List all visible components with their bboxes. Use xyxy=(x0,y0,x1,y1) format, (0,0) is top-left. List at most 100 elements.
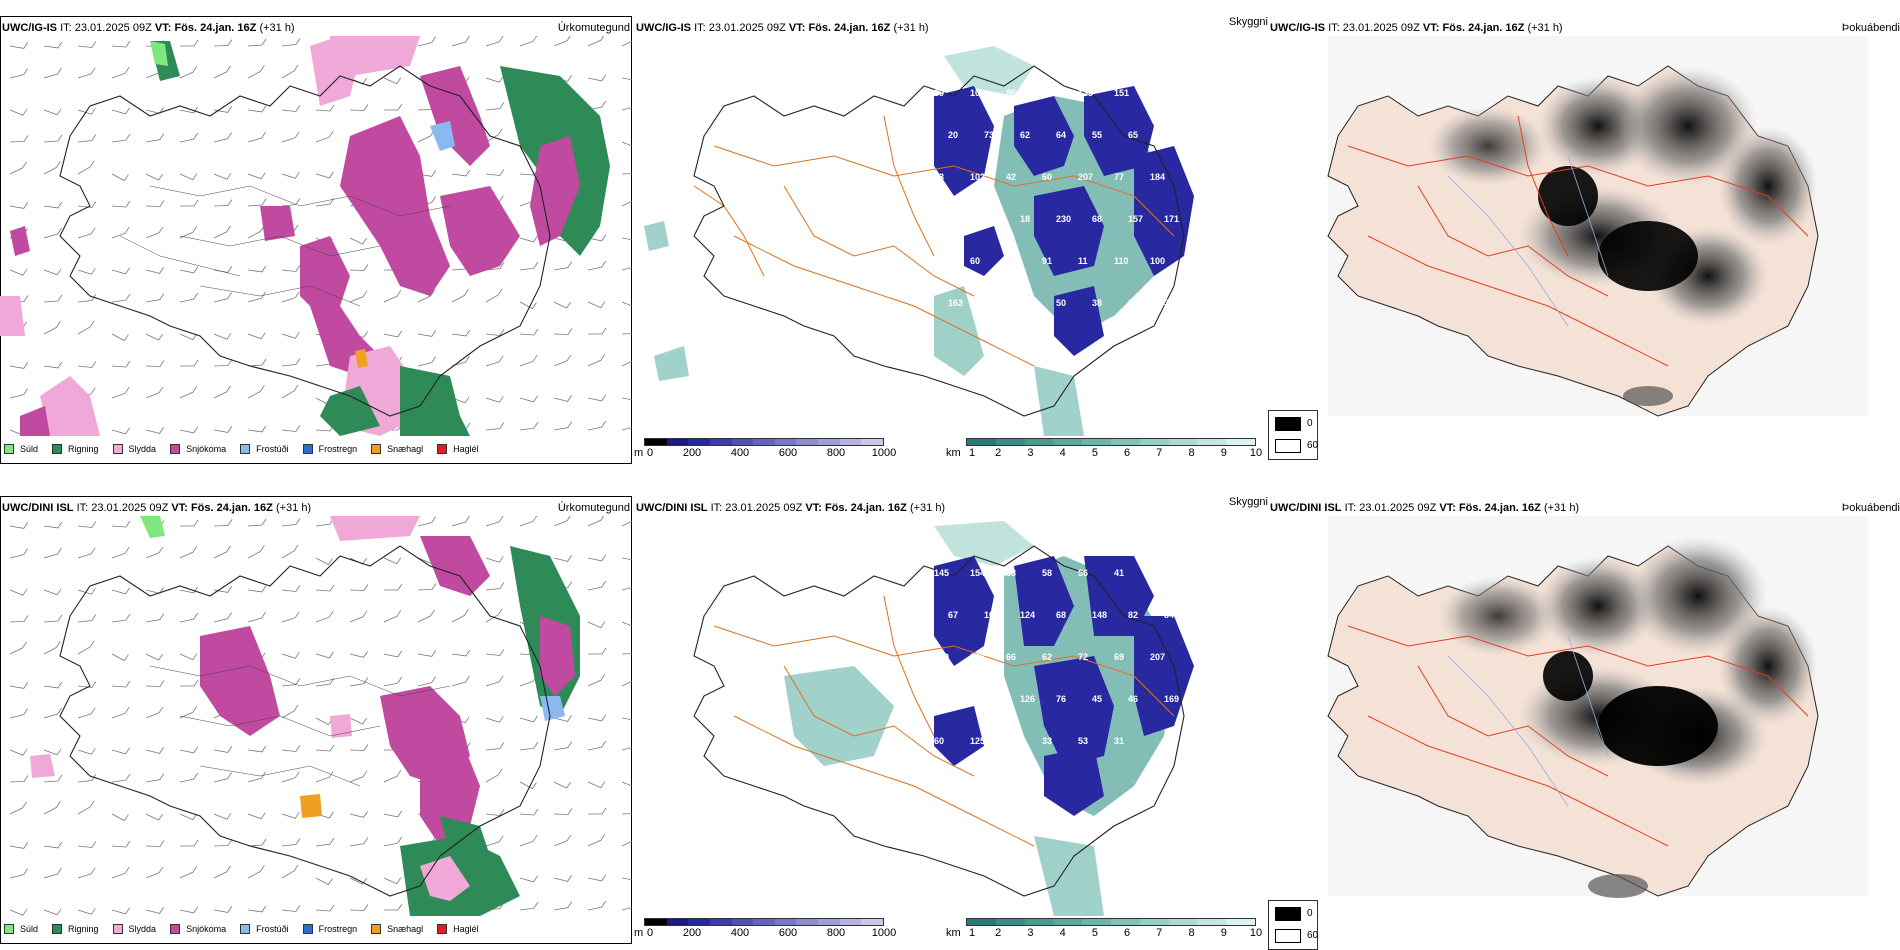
ceiling-label: 76 xyxy=(1056,694,1066,704)
ceiling-label: 184 xyxy=(1150,172,1165,182)
ceiling-label: 53 xyxy=(1078,736,1088,746)
ceiling-label: 76 xyxy=(1042,88,1052,98)
visibility-colorbar: km 1 2 3 4 5 6 7 8 9 10 xyxy=(946,438,1262,462)
legend-label: Frostregn xyxy=(318,924,358,934)
ceiling-label: 69 xyxy=(1164,130,1174,140)
legend-item: Frostúði xyxy=(240,444,289,454)
panel-title: UWC/DINI ISL IT: 23.01.2025 09Z VT: Fös.… xyxy=(636,502,945,514)
colorbar-strip xyxy=(966,918,1256,926)
panel-name: Skyggni xyxy=(1228,496,1268,508)
legend-swatch xyxy=(437,924,448,934)
colorbar-tick: 600 xyxy=(778,447,798,459)
ceiling-label: 64 xyxy=(1056,130,1066,140)
row-ig-is: UWC/IG-IS IT: 23.01.2025 09Z VT: Fös. 24… xyxy=(0,0,1900,470)
panel-title: UWC/IG-IS IT: 23.01.2025 09Z VT: Fös. 24… xyxy=(636,22,929,34)
fog-legend-black xyxy=(1275,417,1301,431)
model-name: UWC/DINI ISL xyxy=(636,502,708,514)
precip-map xyxy=(0,36,632,436)
precip-areas xyxy=(30,516,580,916)
precip-type-panel: UWC/IG-IS IT: 23.01.2025 09Z VT: Fös. 24… xyxy=(0,0,634,470)
vt-label: VT: xyxy=(788,22,806,34)
lead-time: (+31 h) xyxy=(909,502,946,514)
ceiling-label: 60 xyxy=(970,256,980,266)
panel-name: Úrkomutegund xyxy=(557,502,630,514)
ceiling-label: 148 xyxy=(1092,610,1107,620)
legend-label: Rigning xyxy=(68,924,99,934)
iceland-outline xyxy=(59,545,551,897)
colorbar-tick: 200 xyxy=(682,447,702,459)
colorbar-unit: m xyxy=(634,927,644,939)
colorbar-tick: 1000 xyxy=(871,927,897,939)
vt-value: Fös. 24.jan. 16Z xyxy=(824,502,907,514)
legend-item: Rigning xyxy=(52,924,99,934)
ceiling-colorbar: m 0 200 400 600 800 1000 xyxy=(634,438,896,462)
lead-time: (+31 h) xyxy=(1543,502,1580,514)
colorbar-tick: 600 xyxy=(778,927,798,939)
iceland-outline xyxy=(693,65,1185,417)
lead-time: (+31 h) xyxy=(259,22,295,34)
ceiling-areas xyxy=(934,86,1194,356)
colorbar-tick: 4 xyxy=(1059,927,1066,939)
ceiling-label: 42 xyxy=(1006,172,1016,182)
vt-value: Fös. 24.jan. 16Z xyxy=(174,22,257,34)
panel-title: UWC/IG-IS IT: 23.01.2025 09Z VT: Fös. 24… xyxy=(1270,22,1563,34)
model-name: UWC/DINI ISL xyxy=(2,502,74,514)
colorbar-tick: 400 xyxy=(730,447,750,459)
it-label: IT: xyxy=(60,22,72,34)
ceiling-label: 132 xyxy=(984,214,999,224)
colorbar-tick: 8 xyxy=(1188,927,1195,939)
legend-swatch xyxy=(240,444,251,454)
ceiling-label: 207 xyxy=(1150,652,1165,662)
ceiling-label: 100 xyxy=(1150,256,1165,266)
rivers xyxy=(1447,635,1609,807)
model-name: UWC/IG-IS xyxy=(2,22,57,34)
ceiling-label: 169 xyxy=(934,652,949,662)
ceiling-label: 207 xyxy=(1078,172,1093,182)
colorbar-unit: m xyxy=(634,447,644,459)
ceiling-colorbar: m 0 200 400 600 800 1000 xyxy=(634,918,896,942)
ceiling-label: 33 xyxy=(1164,298,1174,308)
colorbar-tick: 3 xyxy=(1027,927,1034,939)
it-value: 23.01.2025 09Z xyxy=(1342,22,1420,34)
lead-time: (+31 h) xyxy=(893,22,929,34)
legend-item: Frostregn xyxy=(302,444,357,454)
visibility-map: 145 154 68 58 56 41 77 67 102 124 68 148 82 34 169 298 6… xyxy=(693,521,1194,916)
ceiling-label: 125 xyxy=(970,736,985,746)
roads xyxy=(713,595,1175,847)
ceiling-label: 41 xyxy=(1114,568,1124,578)
ceiling-label: 217 xyxy=(934,256,949,266)
ceiling-label: 60 xyxy=(934,736,944,746)
legend-label: Slydda xyxy=(128,924,157,934)
colorbar-tick: 0 xyxy=(646,927,654,939)
ceiling-label: 31 xyxy=(1114,736,1124,746)
ceiling-label: 101 xyxy=(970,88,985,98)
fog-panel: UWC/IG-IS IT: 23.01.2025 09Z VT: Fös. 24… xyxy=(1268,0,1900,470)
ceiling-label: 77 xyxy=(1150,568,1160,578)
colorbar-tick: 1000 xyxy=(871,447,897,459)
ceiling-label: 171 xyxy=(1164,214,1179,224)
ceiling-label: 56 xyxy=(1078,568,1088,578)
colorbar-tick: 3 xyxy=(1027,447,1034,459)
ceiling-label: 66 xyxy=(1006,652,1016,662)
lead-time: (+31 h) xyxy=(275,502,312,514)
fog-legend: 0 60 xyxy=(1268,410,1318,460)
ceiling-label: 58 xyxy=(1042,568,1052,578)
legend-label: Haglél xyxy=(453,924,479,934)
colorbar-strip xyxy=(644,918,884,926)
legend-label: Slydda xyxy=(128,444,157,454)
legend-swatch xyxy=(52,444,63,454)
colorbar-tick: 800 xyxy=(826,447,846,459)
legend-swatch xyxy=(4,924,14,934)
ceiling-label: 23 xyxy=(1128,298,1138,308)
ceiling-label: 163 xyxy=(948,298,963,308)
model-name: UWC/IG-IS xyxy=(636,22,691,34)
colorbar-tick: 10 xyxy=(1249,447,1263,459)
it-label: IT: xyxy=(694,22,706,34)
iceland-outline xyxy=(59,65,551,417)
panel-name: Þokuábendi xyxy=(1841,22,1900,34)
roads xyxy=(1347,625,1809,847)
ceiling-label: 20 xyxy=(948,130,958,140)
visibility-panel: UWC/IG-IS IT: 23.01.2025 09Z VT: Fös. 24… xyxy=(634,0,1268,470)
ceiling-areas xyxy=(934,556,1194,816)
ceiling-label: 34 xyxy=(1164,610,1174,620)
